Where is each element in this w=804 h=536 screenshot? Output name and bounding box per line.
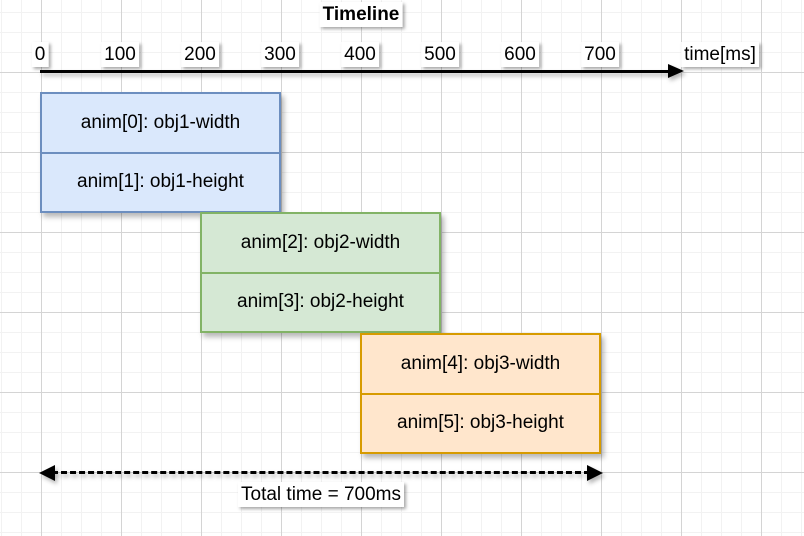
anim-bar-3: anim[3]: obj2-height <box>202 271 439 332</box>
anim-group-obj1: anim[0]: obj1-width anim[1]: obj1-height <box>40 92 281 213</box>
anim-bar-5: anim[5]: obj3-height <box>362 392 599 453</box>
axis-unit-label: time[ms] <box>681 42 759 67</box>
anim-bar-1-label: anim[1]: obj1-height <box>77 171 244 193</box>
arrow-right-icon <box>587 465 603 481</box>
anim-bar-4: anim[4]: obj3-width <box>362 335 599 393</box>
anim-bar-1: anim[1]: obj1-height <box>42 151 279 212</box>
anim-bar-0: anim[0]: obj1-width <box>42 94 279 152</box>
time-axis-line <box>40 70 670 73</box>
axis-tick-300: 300 <box>261 42 299 67</box>
anim-bar-2-label: anim[2]: obj2-width <box>240 231 401 253</box>
arrow-left-icon <box>39 465 55 481</box>
axis-tick-0: 0 <box>31 42 49 67</box>
time-axis-arrowhead-icon <box>668 64 684 78</box>
diagram-title: Timeline <box>319 2 403 27</box>
total-time-dashed-line <box>52 471 590 474</box>
anim-group-obj3: anim[4]: obj3-width anim[5]: obj3-height <box>360 333 601 454</box>
anim-bar-5-label: anim[5]: obj3-height <box>397 412 564 434</box>
axis-tick-500: 500 <box>421 42 459 67</box>
axis-tick-100: 100 <box>101 42 139 67</box>
axis-tick-700: 700 <box>581 42 619 67</box>
anim-bar-2: anim[2]: obj2-width <box>202 214 439 272</box>
axis-tick-600: 600 <box>501 42 539 67</box>
anim-group-obj2: anim[2]: obj2-width anim[3]: obj2-height <box>200 212 441 333</box>
anim-bar-3-label: anim[3]: obj2-height <box>237 291 404 313</box>
anim-bar-4-label: anim[4]: obj3-width <box>400 352 561 374</box>
axis-tick-200: 200 <box>181 42 219 67</box>
total-time-arrow <box>39 465 603 481</box>
total-time-label: Total time = 700ms <box>238 482 404 507</box>
axis-tick-400: 400 <box>341 42 379 67</box>
anim-bar-0-label: anim[0]: obj1-width <box>80 111 241 133</box>
